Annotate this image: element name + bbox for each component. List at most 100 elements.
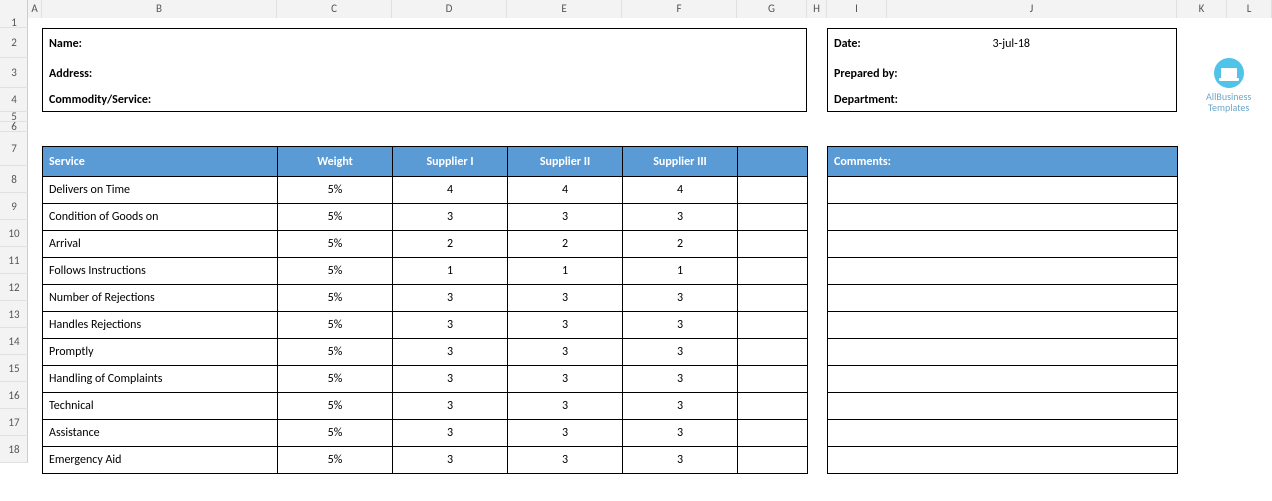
- cell-weight[interactable]: 5%: [278, 312, 393, 339]
- row-header-12[interactable]: 12: [0, 274, 28, 301]
- col-supplier-3[interactable]: Supplier III: [623, 147, 738, 177]
- cell-blank[interactable]: [738, 285, 808, 312]
- cell-weight[interactable]: 5%: [278, 366, 393, 393]
- cell-s2[interactable]: 3: [508, 339, 623, 366]
- cell-service[interactable]: Emergency Aid: [43, 447, 278, 474]
- row-header-7[interactable]: 7: [0, 132, 28, 166]
- column-header-B[interactable]: B: [42, 0, 277, 18]
- cell-weight[interactable]: 5%: [278, 285, 393, 312]
- cell-comment[interactable]: [828, 285, 1178, 312]
- column-header-F[interactable]: F: [622, 0, 737, 18]
- column-header-D[interactable]: D: [392, 0, 507, 18]
- cell-comment[interactable]: [828, 231, 1178, 258]
- cell-blank[interactable]: [738, 339, 808, 366]
- cell-s1[interactable]: 3: [393, 366, 508, 393]
- cell-blank[interactable]: [738, 204, 808, 231]
- cell-s1[interactable]: 3: [393, 312, 508, 339]
- cell-weight[interactable]: 5%: [278, 231, 393, 258]
- cell-service[interactable]: Technical: [43, 393, 278, 420]
- cell-blank[interactable]: [738, 231, 808, 258]
- column-header-G[interactable]: G: [737, 0, 807, 18]
- cell-s1[interactable]: 3: [393, 339, 508, 366]
- cell-comment[interactable]: [828, 366, 1178, 393]
- cell-s2[interactable]: 3: [508, 366, 623, 393]
- cell-s1[interactable]: 4: [393, 177, 508, 204]
- cell-s3[interactable]: 3: [623, 312, 738, 339]
- cell-service[interactable]: Number of Rejections: [43, 285, 278, 312]
- cell-comment[interactable]: [828, 177, 1178, 204]
- column-header-L[interactable]: L: [1227, 0, 1272, 18]
- cell-service[interactable]: Promptly: [43, 339, 278, 366]
- col-supplier-2[interactable]: Supplier II: [508, 147, 623, 177]
- col-comments[interactable]: Comments:: [828, 147, 1178, 177]
- cell-comment[interactable]: [828, 393, 1178, 420]
- cell-s1[interactable]: 3: [393, 285, 508, 312]
- cell-blank[interactable]: [738, 420, 808, 447]
- row-header-9[interactable]: 9: [0, 193, 28, 220]
- cell-service[interactable]: Arrival: [43, 231, 278, 258]
- cell-s2[interactable]: 3: [508, 393, 623, 420]
- cell-comment[interactable]: [828, 312, 1178, 339]
- cell-s1[interactable]: 3: [393, 393, 508, 420]
- col-blank[interactable]: [738, 147, 808, 177]
- cell-blank[interactable]: [738, 447, 808, 474]
- col-service[interactable]: Service: [43, 147, 278, 177]
- cell-comment[interactable]: [828, 420, 1178, 447]
- cell-s3[interactable]: 4: [623, 177, 738, 204]
- column-header-H[interactable]: H: [807, 0, 827, 18]
- cell-s2[interactable]: 3: [508, 204, 623, 231]
- cell-s2[interactable]: 3: [508, 420, 623, 447]
- row-header-3[interactable]: 3: [0, 58, 28, 88]
- cell-comment[interactable]: [828, 204, 1178, 231]
- cell-s3[interactable]: 1: [623, 258, 738, 285]
- cell-s3[interactable]: 3: [623, 393, 738, 420]
- cell-comment[interactable]: [828, 447, 1178, 474]
- cell-service[interactable]: Follows Instructions: [43, 258, 278, 285]
- cell-weight[interactable]: 5%: [278, 447, 393, 474]
- cell-weight[interactable]: 5%: [278, 339, 393, 366]
- cell-s2[interactable]: 2: [508, 231, 623, 258]
- column-header-C[interactable]: C: [277, 0, 392, 18]
- cell-blank[interactable]: [738, 258, 808, 285]
- cell-s2[interactable]: 3: [508, 447, 623, 474]
- cell-weight[interactable]: 5%: [278, 258, 393, 285]
- cell-s3[interactable]: 3: [623, 420, 738, 447]
- column-header-J[interactable]: J: [887, 0, 1177, 18]
- cell-s3[interactable]: 3: [623, 366, 738, 393]
- column-header-A[interactable]: A: [28, 0, 42, 18]
- cell-s2[interactable]: 1: [508, 258, 623, 285]
- row-header-16[interactable]: 16: [0, 382, 28, 409]
- cell-service[interactable]: Delivers on Time: [43, 177, 278, 204]
- cell-blank[interactable]: [738, 177, 808, 204]
- cell-s3[interactable]: 3: [623, 339, 738, 366]
- cell-s2[interactable]: 3: [508, 312, 623, 339]
- cell-s1[interactable]: 2: [393, 231, 508, 258]
- row-header-11[interactable]: 11: [0, 247, 28, 274]
- cell-s3[interactable]: 3: [623, 447, 738, 474]
- cell-s1[interactable]: 3: [393, 420, 508, 447]
- row-header-8[interactable]: 8: [0, 166, 28, 193]
- row-header-17[interactable]: 17: [0, 409, 28, 436]
- column-header-I[interactable]: I: [827, 0, 887, 18]
- cell-weight[interactable]: 5%: [278, 177, 393, 204]
- cell-service[interactable]: Handles Rejections: [43, 312, 278, 339]
- cell-weight[interactable]: 5%: [278, 420, 393, 447]
- row-header-13[interactable]: 13: [0, 301, 28, 328]
- row-header-14[interactable]: 14: [0, 328, 28, 355]
- row-header-18[interactable]: 18: [0, 436, 28, 463]
- cell-s1[interactable]: 3: [393, 447, 508, 474]
- cell-s1[interactable]: 3: [393, 204, 508, 231]
- grid-area[interactable]: Name: Address: Commodity/Service: Date: …: [28, 18, 1272, 501]
- column-header-E[interactable]: E: [507, 0, 622, 18]
- cell-service[interactable]: Condition of Goods on: [43, 204, 278, 231]
- row-header-15[interactable]: 15: [0, 355, 28, 382]
- row-header-6[interactable]: 6: [0, 122, 28, 132]
- cell-weight[interactable]: 5%: [278, 393, 393, 420]
- cell-s3[interactable]: 2: [623, 231, 738, 258]
- cell-s2[interactable]: 4: [508, 177, 623, 204]
- col-weight[interactable]: Weight: [278, 147, 393, 177]
- cell-weight[interactable]: 5%: [278, 204, 393, 231]
- cell-blank[interactable]: [738, 393, 808, 420]
- cell-service[interactable]: Assistance: [43, 420, 278, 447]
- col-supplier-1[interactable]: Supplier I: [393, 147, 508, 177]
